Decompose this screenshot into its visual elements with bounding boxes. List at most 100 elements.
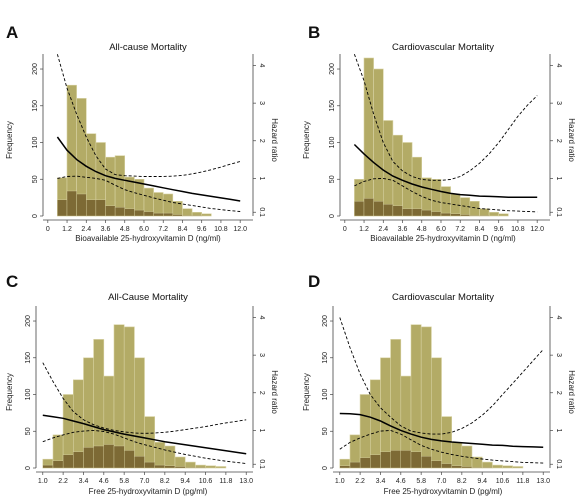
x-tick-label: 13.0 <box>239 478 253 485</box>
histogram-bar <box>488 212 500 217</box>
histogram-bar <box>382 120 394 217</box>
x-tick-label: 11.8 <box>219 478 232 485</box>
histogram-bar <box>420 326 432 469</box>
histogram-bar <box>431 179 442 217</box>
event-bar <box>359 457 371 469</box>
event-bar <box>380 451 391 469</box>
x-tick-label: 9.4 <box>477 478 487 485</box>
event-bar <box>143 211 154 217</box>
histogram-bar <box>430 357 442 469</box>
event-bar <box>469 215 480 217</box>
x-tick-label: 12.0 <box>530 226 544 233</box>
x-tick-label: 8.4 <box>475 226 485 233</box>
event-bar <box>431 211 442 217</box>
event-bar <box>349 461 361 469</box>
y2-tick-label: 4 <box>258 316 265 320</box>
x-tick-label: 2.4 <box>378 226 388 233</box>
event-bar <box>461 466 473 469</box>
y-tick-label: 200 <box>32 63 39 75</box>
event-bar <box>57 199 68 217</box>
hr-upper-ci-line <box>353 54 538 181</box>
histogram-bar <box>410 324 422 469</box>
histogram-bar <box>164 445 176 469</box>
event-bar <box>370 454 381 469</box>
y-tick-label: 150 <box>32 100 39 112</box>
histogram-bar <box>479 208 490 217</box>
y2-tick-label: 4 <box>258 64 265 68</box>
event-bar <box>400 450 412 469</box>
histogram-bar <box>402 142 413 217</box>
y-tick-label: 50 <box>329 175 336 183</box>
event-bar <box>172 214 183 217</box>
panel-title: All-Cause Mortality <box>108 292 188 303</box>
event-bar <box>451 465 463 469</box>
y-tick-label: 50 <box>322 427 329 435</box>
histogram-bar <box>492 464 503 469</box>
hazard-ratio-line <box>339 412 544 449</box>
event-bar <box>421 209 432 217</box>
x-tick-label: 1.0 <box>38 478 48 485</box>
histogram-bar <box>498 213 509 217</box>
x-tick-label: 7.0 <box>140 478 150 485</box>
histogram-bar <box>182 208 193 217</box>
x-tick-label: 0 <box>46 226 50 233</box>
x-tick-label: 2.2 <box>355 478 365 485</box>
event-bar <box>93 445 104 469</box>
histogram-bar <box>502 465 513 469</box>
x-tick-label: 2.4 <box>81 226 91 233</box>
panel-title: All-cause Mortality <box>109 42 187 53</box>
y-axis-title: Frequency <box>302 121 311 159</box>
x-tick-label: 6.0 <box>139 226 149 233</box>
event-bar <box>431 460 442 469</box>
event-bar <box>162 212 173 217</box>
y-tick-label: 200 <box>25 315 32 327</box>
event-bar <box>479 215 490 217</box>
y-tick-label: 50 <box>25 427 32 435</box>
x-tick-label: 5.8 <box>416 478 426 485</box>
x-tick-label: 4.8 <box>120 226 130 233</box>
x-tick-label: 4.6 <box>99 478 109 485</box>
event-bar <box>86 199 97 217</box>
y2-tick-label: 3 <box>555 101 562 105</box>
event-bar <box>52 460 64 469</box>
event-bar <box>195 467 206 469</box>
event-bar <box>421 456 432 469</box>
y-tick-label: 0 <box>25 466 32 470</box>
x-tick-label: 8.2 <box>457 478 467 485</box>
hr-lower-ci-line <box>354 177 538 213</box>
panel-title: Cardiovascular Mortality <box>392 292 494 303</box>
y-tick-label: 0 <box>329 214 336 218</box>
event-bar <box>390 450 402 469</box>
x-tick-label: 10.6 <box>496 478 510 485</box>
x-tick-label: 10.6 <box>199 478 213 485</box>
x-tick-label: 7.2 <box>158 226 168 233</box>
event-bar <box>339 465 351 469</box>
event-bar <box>123 450 135 469</box>
x-axis-title: Free 25-hydroxyvitamin D (pg/ml) <box>89 487 208 496</box>
panel-title: Cardiovascular Mortality <box>392 42 494 53</box>
event-bar <box>392 205 403 217</box>
event-bar <box>482 467 493 469</box>
x-tick-label: 12.0 <box>233 226 247 233</box>
y-axis-title: Frequency <box>5 121 14 159</box>
x-tick-label: 7.0 <box>437 478 447 485</box>
y2-axis-title: Hazard ratio <box>567 118 576 162</box>
hr-lower-ci-line <box>42 429 247 464</box>
event-bar <box>174 466 186 469</box>
x-tick-label: 3.6 <box>101 226 111 233</box>
x-tick-label: 8.2 <box>160 478 170 485</box>
event-bar <box>144 461 155 469</box>
y2-tick-label: 3 <box>258 353 265 357</box>
y2-tick-label: 0.1 <box>555 207 562 217</box>
y2-tick-label: 3 <box>258 101 265 105</box>
x-tick-label: 4.8 <box>417 226 427 233</box>
panel-a: A All-cause Mortality Frequency Hazard r… <box>5 23 279 243</box>
event-bar <box>164 465 176 469</box>
event-bar <box>363 198 374 217</box>
histogram-bar <box>373 68 384 217</box>
y-tick-label: 50 <box>32 175 39 183</box>
y2-tick-label: 3 <box>555 353 562 357</box>
x-axis-title: Free 25-hydroxyvitamin D (pg/ml) <box>384 487 503 496</box>
event-bar <box>191 215 202 217</box>
